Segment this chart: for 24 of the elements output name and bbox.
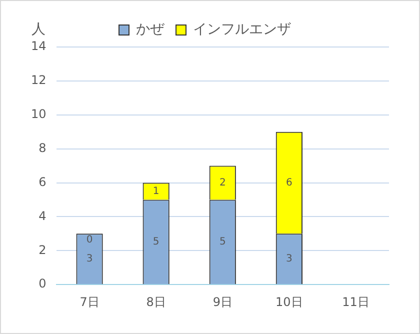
legend-label: インフルエンザ [193,22,291,38]
data-label: 3 [286,253,292,264]
y-tick-label: 0 [38,276,46,291]
x-tick-label: 9日 [212,294,232,309]
x-tick-label: 11日 [342,294,370,309]
data-label: 5 [219,236,226,248]
y-tick-label: 4 [38,208,46,223]
data-label: 3 [86,253,93,264]
y-tick-label: 2 [38,242,46,257]
x-tick-label: 8日 [146,294,166,309]
legend-label: かぜ [136,22,165,38]
data-label: 2 [219,177,226,188]
y-tick-label: 10 [30,107,46,122]
x-tick-label: 10日 [276,294,303,309]
y-tick-label: 14 [30,39,46,54]
y-tick-label: 12 [30,73,46,88]
data-label: 6 [286,177,292,188]
y-tick-label: 8 [38,140,46,155]
y-tick-label: 6 [38,174,46,189]
y-axis-title: 人 [32,22,46,38]
data-label: 1 [152,186,160,197]
x-tick-label: 7日 [80,294,100,309]
data-label: 5 [152,236,160,248]
data-label: 0 [86,234,93,246]
